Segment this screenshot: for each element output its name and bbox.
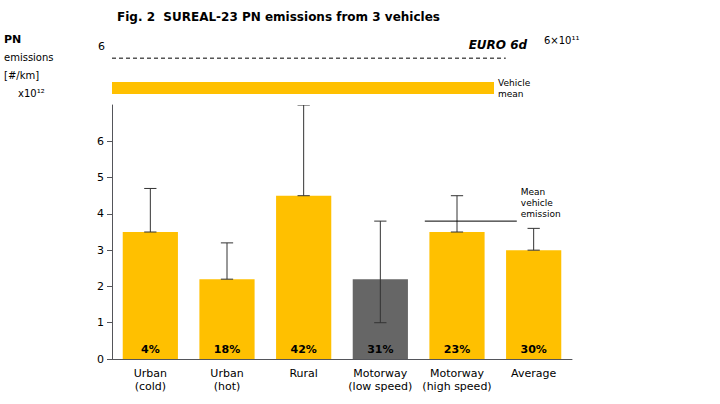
svg-text:Urban: Urban xyxy=(134,367,167,380)
svg-text:x10¹²: x10¹² xyxy=(18,88,45,99)
svg-text:42%: 42% xyxy=(290,343,316,356)
svg-text:6×10¹¹: 6×10¹¹ xyxy=(544,35,579,46)
svg-text:Motorway: Motorway xyxy=(430,367,485,380)
svg-text:Fig. 2 SUREAL-23 PN emissions: Fig. 2 SUREAL-23 PN emissions from 3 veh… xyxy=(117,10,440,24)
svg-text:mean: mean xyxy=(498,89,524,99)
svg-text:vehicle: vehicle xyxy=(521,198,554,208)
svg-text:Average: Average xyxy=(511,367,556,380)
svg-text:Motorway: Motorway xyxy=(353,367,408,380)
svg-text:emissions: emissions xyxy=(4,52,54,63)
svg-text:2: 2 xyxy=(97,280,104,293)
svg-text:30%: 30% xyxy=(520,343,546,356)
svg-text:4%: 4% xyxy=(141,343,160,356)
svg-text:0: 0 xyxy=(97,353,104,366)
svg-text:(cold): (cold) xyxy=(135,380,166,393)
svg-text:23%: 23% xyxy=(444,343,470,356)
svg-text:Mean: Mean xyxy=(521,187,546,197)
svg-text:PN: PN xyxy=(4,33,21,46)
svg-text:(high speed): (high speed) xyxy=(422,380,491,393)
svg-text:Rural: Rural xyxy=(289,367,317,380)
svg-text:6: 6 xyxy=(97,135,104,148)
svg-text:18%: 18% xyxy=(214,343,240,356)
svg-text:31%: 31% xyxy=(367,343,393,356)
svg-text:(hot): (hot) xyxy=(214,380,241,393)
svg-text:(low speed): (low speed) xyxy=(348,380,412,393)
svg-text:4: 4 xyxy=(97,207,104,220)
svg-text:1: 1 xyxy=(97,316,104,329)
svg-text:emission: emission xyxy=(521,209,561,219)
svg-text:Vehicle: Vehicle xyxy=(498,78,531,88)
svg-text:5: 5 xyxy=(97,171,104,184)
svg-text:EURO 6d: EURO 6d xyxy=(469,38,528,52)
svg-text:Urban: Urban xyxy=(210,367,243,380)
svg-text:6: 6 xyxy=(98,40,105,53)
svg-text:[#/km]: [#/km] xyxy=(4,70,39,81)
svg-text:3: 3 xyxy=(97,244,104,257)
